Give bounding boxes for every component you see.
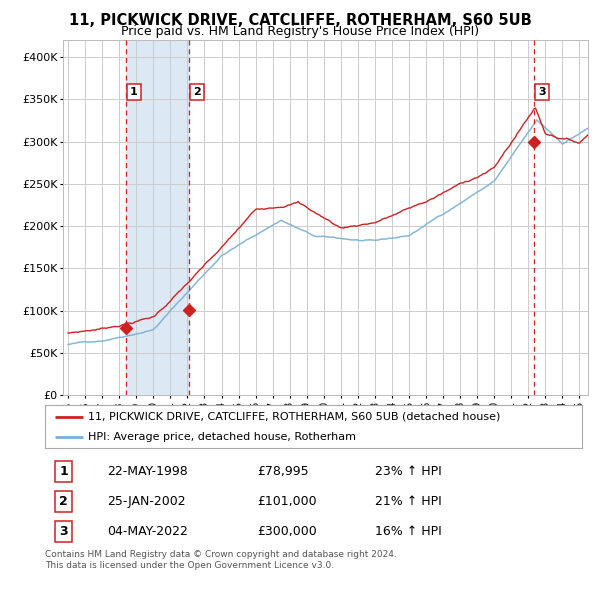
- Text: 25-JAN-2002: 25-JAN-2002: [107, 495, 185, 509]
- Text: This data is licensed under the Open Government Licence v3.0.: This data is licensed under the Open Gov…: [45, 560, 334, 569]
- Text: 22-MAY-1998: 22-MAY-1998: [107, 465, 188, 478]
- Text: £101,000: £101,000: [257, 495, 317, 509]
- Text: 23% ↑ HPI: 23% ↑ HPI: [375, 465, 442, 478]
- Text: 11, PICKWICK DRIVE, CATCLIFFE, ROTHERHAM, S60 5UB (detached house): 11, PICKWICK DRIVE, CATCLIFFE, ROTHERHAM…: [88, 412, 500, 421]
- Text: 11, PICKWICK DRIVE, CATCLIFFE, ROTHERHAM, S60 5UB: 11, PICKWICK DRIVE, CATCLIFFE, ROTHERHAM…: [68, 13, 532, 28]
- Text: £78,995: £78,995: [257, 465, 309, 478]
- Text: 1: 1: [130, 87, 138, 97]
- Text: HPI: Average price, detached house, Rotherham: HPI: Average price, detached house, Roth…: [88, 432, 356, 441]
- Text: 3: 3: [538, 87, 546, 97]
- Text: 1: 1: [59, 465, 68, 478]
- Text: 2: 2: [193, 87, 200, 97]
- Text: Price paid vs. HM Land Registry's House Price Index (HPI): Price paid vs. HM Land Registry's House …: [121, 25, 479, 38]
- Text: 3: 3: [59, 526, 68, 539]
- Text: £300,000: £300,000: [257, 526, 317, 539]
- Text: 21% ↑ HPI: 21% ↑ HPI: [375, 495, 442, 509]
- Text: 16% ↑ HPI: 16% ↑ HPI: [375, 526, 442, 539]
- Bar: [126, 40, 188, 395]
- Text: Contains HM Land Registry data © Crown copyright and database right 2024.: Contains HM Land Registry data © Crown c…: [45, 550, 397, 559]
- Text: 2: 2: [59, 495, 68, 509]
- Text: 04-MAY-2022: 04-MAY-2022: [107, 526, 188, 539]
